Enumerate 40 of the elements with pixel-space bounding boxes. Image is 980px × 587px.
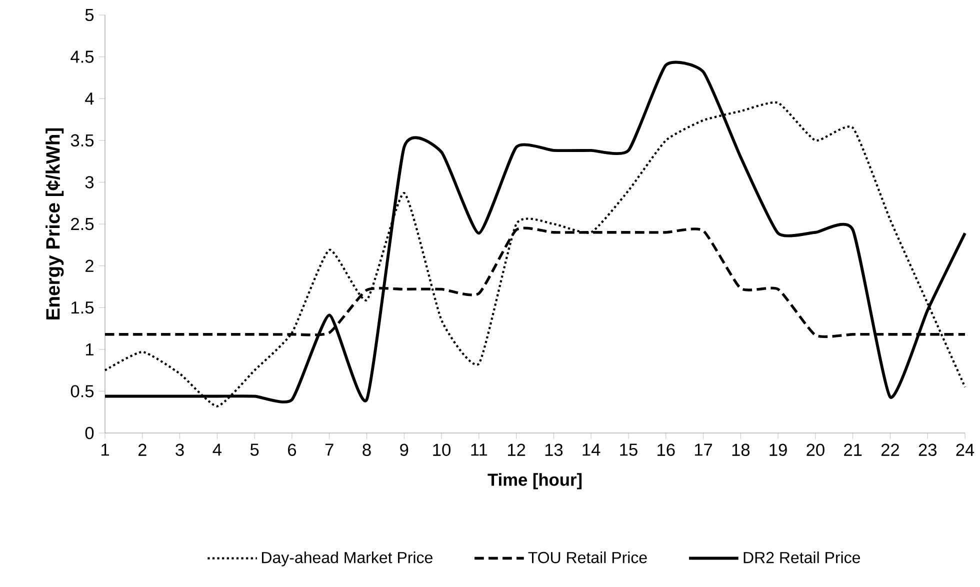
x-tick-label: 19 (770, 444, 787, 456)
x-axis-title: Time [hour] (488, 473, 582, 490)
x-tick-label: 17 (694, 444, 712, 456)
x-tick-label: 9 (400, 444, 408, 456)
x-tick-label: 14 (582, 444, 600, 456)
x-tick-label: 12 (508, 444, 526, 456)
x-tick-label: 24 (956, 444, 974, 456)
y-tick-label: 4 (85, 92, 94, 105)
legend-label: Day-ahead Market Price (262, 551, 432, 566)
x-tick-label: 23 (918, 444, 936, 456)
x-tick-label: 5 (250, 444, 259, 456)
x-tick-label: 18 (732, 444, 750, 456)
x-tick-label: 21 (844, 444, 862, 456)
y-tick-label: 1.5 (72, 302, 94, 314)
x-tick-label: 10 (433, 444, 450, 456)
x-tick-label: 8 (362, 444, 371, 456)
y-axis-title: Energy Price [¢/kWh] (46, 128, 64, 320)
y-tick-label: 0.5 (70, 385, 94, 398)
x-tick-label: 6 (288, 444, 296, 456)
x-tick-label: 16 (658, 444, 675, 456)
y-tick-label: 2 (86, 260, 94, 272)
x-tick-label: 1 (102, 444, 109, 456)
y-tick-label: 2.5 (71, 218, 94, 230)
x-tick-label: 15 (620, 444, 638, 456)
y-tick-label: 0 (85, 426, 94, 440)
y-tick-label: 3 (85, 176, 94, 188)
legend-label: DR2 Retail Price (744, 551, 860, 564)
x-tick-label: 4 (212, 444, 222, 456)
x-tick-label: 11 (471, 444, 488, 456)
y-tick-label: 5 (85, 8, 94, 22)
y-tick-label: 3.5 (70, 134, 94, 147)
legend-label: TOU Retail Price (528, 551, 647, 564)
x-tick-label: 22 (881, 444, 899, 456)
y-tick-label: 1 (86, 343, 94, 356)
x-tick-label: 20 (806, 444, 824, 456)
y-tick-label: 4.5 (70, 50, 94, 63)
x-tick-label: 7 (325, 444, 334, 456)
x-tick-label: 2 (138, 444, 146, 456)
x-tick-label: 3 (176, 444, 184, 456)
x-tick-label: 13 (545, 444, 563, 456)
